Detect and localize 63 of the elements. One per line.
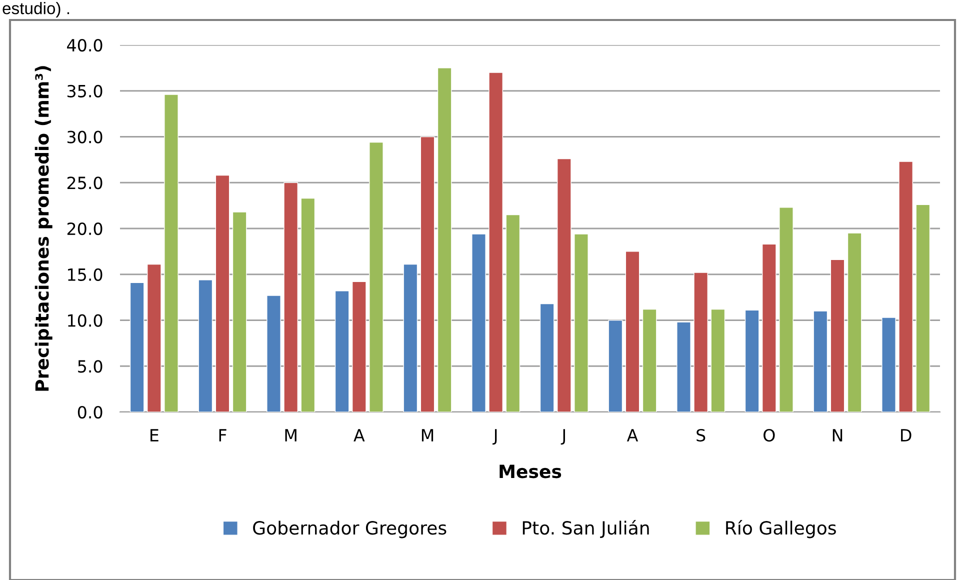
y-tick-label: 5.0 [78,360,102,373]
bar [284,182,298,412]
y-tick-label: 0.0 [78,406,102,419]
x-tick-label: E [150,429,158,442]
x-tick-label: M [422,429,434,442]
x-axis-title: Meses [500,464,562,478]
bar [830,259,845,412]
bar [574,234,588,412]
bar [437,68,452,412]
y-tick-label: 10.0 [68,314,102,327]
y-tick-label: 30.0 [67,130,102,144]
bar [779,207,794,412]
x-tick-label: D [901,429,912,442]
y-tick-label: 25.0 [67,176,102,190]
x-tick-label: S [696,428,706,442]
bar [232,212,247,412]
bar [608,320,623,412]
legend-label: Gobernador Gregores [253,520,446,538]
x-tick-label: M [285,429,296,442]
bar [710,308,726,412]
bar [164,94,178,412]
bar [744,310,760,412]
bar [266,295,281,412]
y-axis-title: Precipitaciones promedio (mm³) [34,66,52,391]
bar [369,142,384,412]
bar [300,198,316,412]
y-tick-label: 40.0 [67,38,102,52]
bar [420,136,435,412]
bar [762,244,776,412]
x-tick-label: J [560,429,565,445]
bar [642,308,657,412]
x-tick-label: O [764,428,775,442]
bar [916,204,930,412]
x-tick-label: A [626,429,638,442]
bar [215,174,230,412]
x-tick-label: N [832,429,842,442]
bar [847,232,862,412]
bar [625,251,640,412]
bar [813,310,828,412]
legend-label: Río Gallegos [726,520,836,538]
bar [882,317,896,412]
bar [540,303,554,412]
x-tick-label: F [219,429,226,442]
bar [488,72,504,412]
bar [403,264,418,412]
bar [334,290,350,412]
bar [352,281,366,412]
bar [146,264,162,412]
bar [130,282,144,412]
bar [198,280,213,412]
bar [556,158,572,412]
legend-label: Pto. San Julián [522,520,649,538]
bar [898,161,914,412]
x-tick-label: A [354,429,365,442]
y-tick-label: 15.0 [68,268,102,281]
bar [472,234,486,412]
y-tick-label: 35.0 [67,84,102,98]
x-tick-label: J [492,429,497,445]
bar [506,214,520,412]
y-tick-label: 20.0 [67,222,102,236]
bar [676,322,691,412]
bar [694,272,708,412]
text: estudio) . [2,2,70,18]
